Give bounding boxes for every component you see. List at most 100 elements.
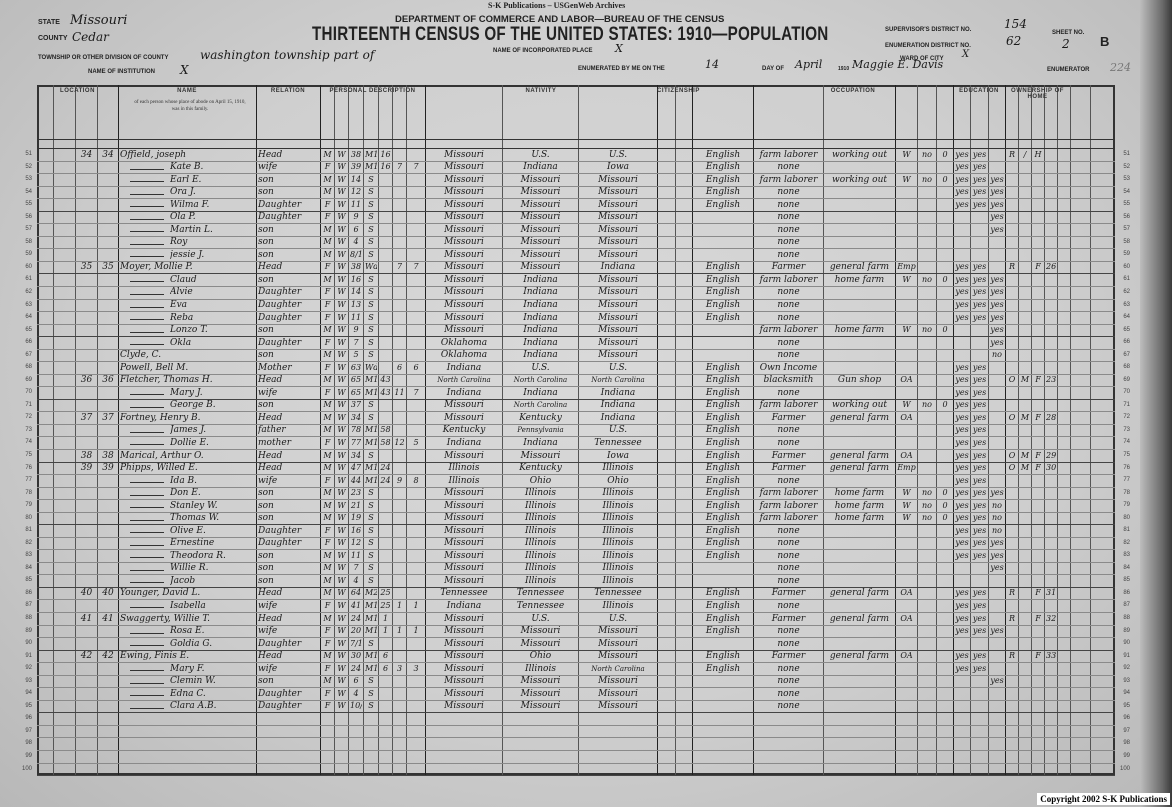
age: 16 [350, 525, 362, 535]
mother-birthplace: Missouri [598, 676, 638, 687]
birthplace: Missouri [444, 638, 484, 649]
row-divider [37, 549, 1115, 551]
enumeration-district-value: 62 [1006, 34, 1022, 48]
can-write: yes [972, 375, 987, 385]
row-divider [37, 449, 1115, 450]
row-divider [37, 336, 1115, 338]
can-write: yes [972, 312, 987, 322]
sex: M [323, 149, 332, 159]
mother-birthplace: Illinois [602, 563, 634, 574]
father-birthplace: Missouri [520, 224, 561, 235]
can-read: yes [955, 488, 969, 498]
relationship: Head [258, 588, 283, 599]
person-name: Reba [170, 312, 194, 323]
marital-status: S [368, 287, 374, 297]
color-race: W [337, 400, 346, 410]
line-number: 71 [1123, 401, 1130, 408]
attended-school: yes [990, 626, 1004, 635]
person-name: Moyer, Mollie P. [120, 262, 193, 273]
farm-schedule-number: 28 [1046, 412, 1056, 422]
birthplace: Missouri [444, 262, 484, 273]
mother-birthplace: Missouri [598, 350, 638, 361]
attended-school: no [992, 525, 1002, 535]
children-born: 12 [394, 437, 405, 447]
sex: M [323, 450, 332, 460]
color-race: W [337, 600, 346, 610]
age: 10/12 [350, 701, 362, 711]
state-value: Missouri [70, 13, 128, 28]
line-number: 79 [25, 502, 32, 509]
sex: F [324, 437, 331, 447]
can-write: yes [972, 174, 987, 184]
mother-birthplace: Illinois [602, 488, 634, 499]
sex: F [324, 287, 331, 297]
marital-status: S [368, 400, 374, 410]
industry: home farm [834, 500, 885, 511]
color-race: W [337, 525, 346, 535]
line-number: 94 [1123, 690, 1130, 697]
name-dash [130, 281, 164, 283]
birthplace: Missouri [444, 550, 484, 561]
language: English [705, 463, 741, 473]
can-read: yes [955, 500, 969, 510]
marital-status: S [368, 274, 374, 284]
color-race: W [337, 387, 346, 397]
row-divider [37, 737, 1115, 739]
birthplace: Missouri [444, 212, 484, 223]
column-divider [363, 85, 364, 775]
language: English [705, 437, 741, 448]
employer-status: OA [900, 450, 913, 460]
father-birthplace: U.S. [531, 149, 550, 160]
occupation: none [777, 199, 800, 210]
relationship: Head [258, 613, 283, 624]
language: English [705, 300, 741, 310]
color-race: W [337, 362, 346, 372]
occupation: farm laborer [759, 274, 818, 285]
mother-birthplace: Missouri [598, 312, 638, 323]
language: English [705, 663, 741, 674]
employer-status: Emp [897, 463, 916, 472]
column-divider [334, 85, 335, 775]
age: 63 [350, 362, 362, 372]
birthplace: Missouri [444, 513, 484, 524]
column-divider [392, 85, 393, 775]
mother-birthplace: Indiana [600, 262, 636, 273]
children-born: 1 [396, 600, 403, 610]
person-name: Claud [170, 274, 197, 285]
color-race: W [337, 575, 346, 585]
line-number: 60 [25, 263, 32, 270]
industry: general farm [829, 651, 890, 662]
person-name: Marical, Arthur O. [120, 450, 204, 461]
children-born: 11 [394, 387, 405, 397]
mother-birthplace: Illinois [602, 500, 634, 511]
state-label: STATE [38, 19, 60, 26]
name-dash [130, 670, 164, 672]
person-name: Powell, Bell M. [120, 362, 189, 373]
father-birthplace: Missouri [520, 701, 561, 712]
occupation: none [777, 224, 800, 235]
color-race: W [337, 212, 346, 222]
enumerator-name: Maggie E. Davis [852, 58, 944, 71]
sex: F [324, 475, 331, 485]
out-of-work: no [922, 174, 932, 184]
can-write: yes [972, 450, 987, 460]
language: English [705, 513, 741, 524]
language: English [705, 550, 741, 561]
relationship: wife [258, 162, 278, 172]
person-name: Eva [170, 300, 188, 310]
occupation: farm laborer [759, 149, 818, 160]
occupation: farm laborer [759, 325, 818, 336]
marital-status: S [368, 638, 374, 648]
birthplace: Missouri [444, 224, 484, 235]
mother-birthplace: Missouri [598, 688, 638, 699]
language: English [705, 475, 741, 486]
line-number: 73 [1123, 426, 1130, 433]
years-married: 6 [382, 651, 389, 661]
person-name: Roy [170, 237, 188, 248]
language: English [705, 375, 741, 386]
page-edge-shadow [1140, 0, 1172, 807]
farm-or-house: F [1035, 463, 1041, 472]
industry: general farm [829, 262, 890, 273]
years-married: 25 [380, 588, 391, 598]
industry: general farm [829, 613, 890, 624]
